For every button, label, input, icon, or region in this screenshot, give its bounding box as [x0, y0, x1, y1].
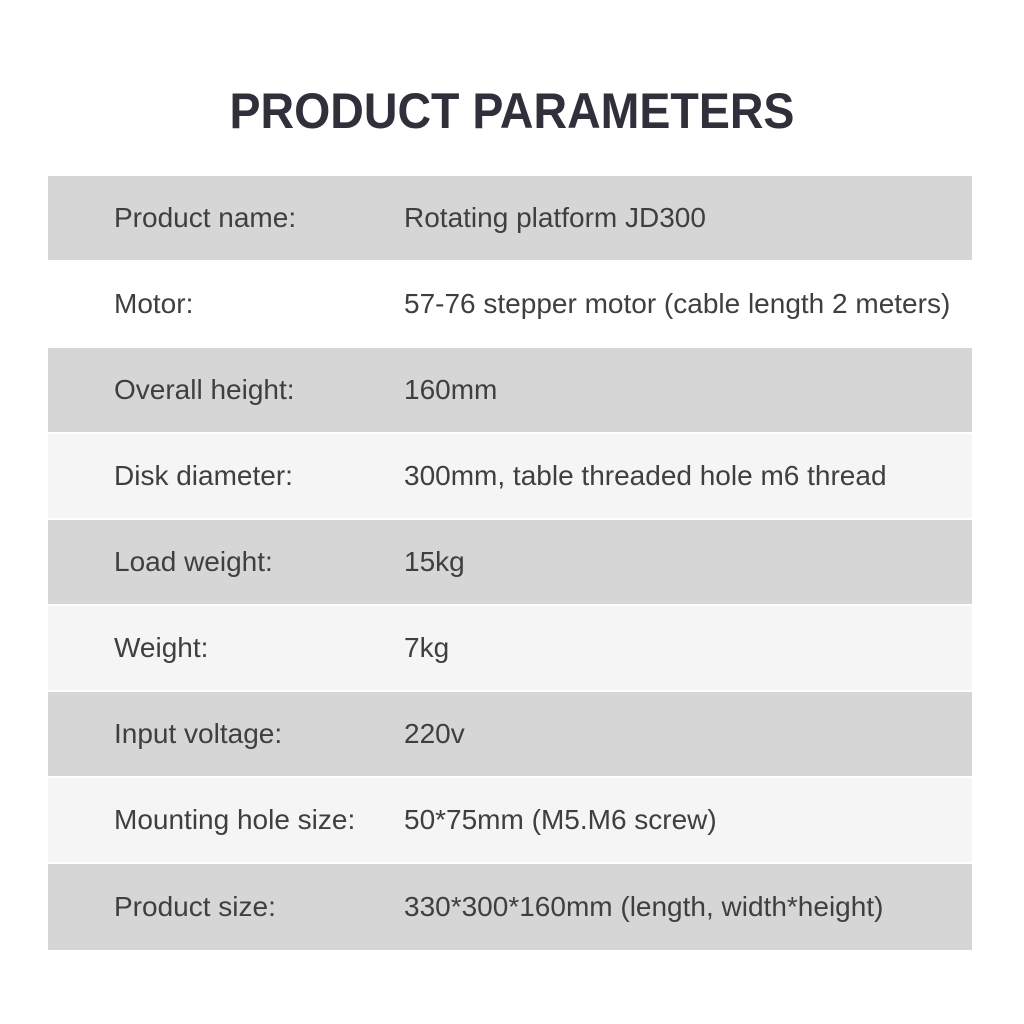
- parameter-value: 220v: [404, 718, 465, 749]
- parameter-value: Rotating platform JD300: [404, 202, 706, 233]
- parameter-value: 300mm, table threaded hole m6 thread: [404, 460, 887, 491]
- parameter-value: 160mm: [404, 374, 498, 405]
- page-title: PRODUCT PARAMETERS: [229, 83, 795, 139]
- parameter-label: Overall height:: [114, 374, 295, 405]
- table-row: Disk diameter: 300mm, table threaded hol…: [48, 434, 972, 520]
- parameter-label: Product size:: [114, 891, 276, 922]
- parameter-label: Product name:: [114, 202, 297, 233]
- parameter-label: Disk diameter:: [114, 460, 293, 491]
- table-row: Product size: 330*300*160mm (length, wid…: [48, 864, 972, 950]
- table-row: Product name: Rotating platform JD300: [48, 176, 972, 262]
- parameter-label: Motor:: [114, 288, 194, 319]
- parameter-value: 7kg: [404, 632, 450, 663]
- parameter-label: Load weight:: [114, 546, 273, 577]
- parameter-label: Input voltage:: [114, 718, 283, 749]
- table-row: Load weight: 15kg: [48, 520, 972, 606]
- parameter-label: Mounting hole size:: [114, 804, 356, 835]
- parameters-table: Product name: Rotating platform JD300 Mo…: [48, 176, 972, 950]
- parameter-value: 50*75mm (M5.M6 screw): [404, 804, 717, 835]
- table-row: Overall height: 160mm: [48, 348, 972, 434]
- table-row: Motor: 57-76 stepper motor (cable length…: [48, 262, 972, 348]
- parameter-value: 57-76 stepper motor (cable length 2 mete…: [404, 288, 951, 319]
- table-row: Mounting hole size: 50*75mm (M5.M6 screw…: [48, 778, 972, 864]
- parameter-label: Weight:: [114, 632, 209, 663]
- table-row: Input voltage: 220v: [48, 692, 972, 778]
- parameter-value: 15kg: [404, 546, 465, 577]
- table-row: Weight: 7kg: [48, 606, 972, 692]
- parameter-value: 330*300*160mm (length, width*height): [404, 891, 884, 922]
